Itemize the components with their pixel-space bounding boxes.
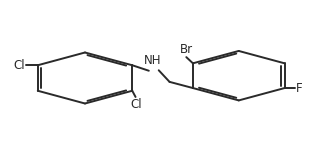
Text: Cl: Cl (14, 59, 25, 72)
Text: Cl: Cl (131, 98, 142, 111)
Text: F: F (296, 82, 303, 95)
Text: Br: Br (180, 43, 193, 56)
Text: NH: NH (144, 54, 162, 67)
